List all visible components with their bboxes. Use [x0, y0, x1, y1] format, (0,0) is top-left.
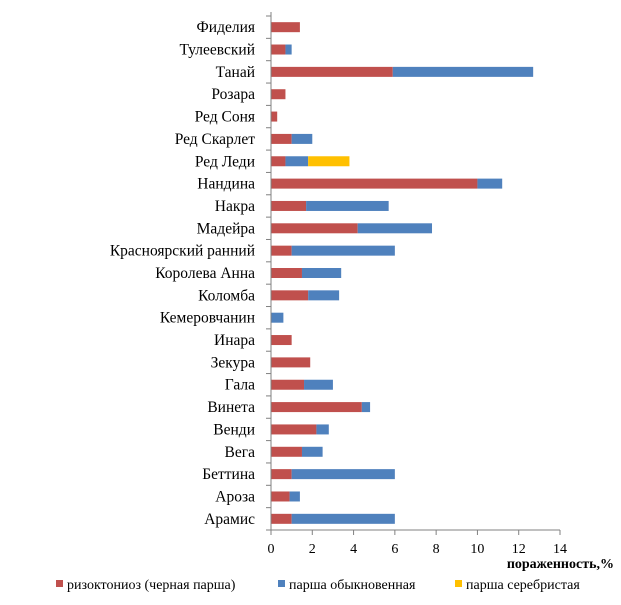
- category-label: Коломба: [198, 287, 255, 304]
- category-label: Ароза: [215, 488, 255, 505]
- category-label: Ред Скарлет: [175, 131, 256, 148]
- category-label: Кемеровчанин: [160, 310, 255, 327]
- axes-layer: [266, 12, 560, 531]
- bar-segment-series-1: [271, 357, 311, 368]
- bar-segment-series-2: [271, 312, 284, 323]
- bar-segment-series-2: [361, 402, 371, 413]
- x-axis-title: пораженность,%: [507, 557, 614, 572]
- category-label: Розара: [211, 86, 255, 103]
- category-label: Красноярский ранний: [110, 243, 255, 260]
- x-tick-label: 10: [470, 542, 484, 557]
- bar-segment-series-1: [271, 133, 292, 144]
- category-label: Венди: [213, 421, 255, 438]
- category-label: Зекура: [211, 354, 255, 371]
- bar-segment-series-2: [285, 44, 292, 55]
- bar-segment-series-2: [301, 268, 342, 278]
- bar-segment-series-1: [271, 178, 478, 189]
- x-tick-label: 8: [433, 542, 440, 557]
- bar-segment-series-1: [271, 66, 393, 77]
- bar-segment-series-2: [316, 424, 329, 435]
- legend-swatch-series-1: [56, 580, 63, 587]
- category-label: Тулеевский: [180, 42, 256, 59]
- bar-segment-series-1: [271, 335, 292, 346]
- category-label: Ред Леди: [195, 153, 255, 170]
- category-label: Беттина: [202, 466, 255, 483]
- x-tick-label: 4: [350, 542, 357, 557]
- legend-label-series-1: ризоктониоз (черная парша): [67, 578, 236, 593]
- bar-segment-series-1: [271, 22, 300, 33]
- bar-segment-series-2: [304, 379, 333, 390]
- legend: ризоктониоз (черная парша) парша обыкнове…: [56, 578, 580, 593]
- bar-segment-series-2: [306, 200, 389, 211]
- x-tick-label: 12: [512, 542, 526, 557]
- bar-segment-series-1: [271, 268, 302, 278]
- legend-label-series-3: парша серебристая: [466, 578, 580, 593]
- bars-layer: [271, 22, 534, 524]
- bar-segment-series-2: [291, 513, 395, 524]
- bar-segment-series-1: [271, 290, 309, 301]
- category-label: Винета: [207, 399, 255, 416]
- bar-segment-series-2: [301, 446, 323, 457]
- legend-label-series-2: парша обыкновенная: [289, 578, 416, 593]
- bar-segment-series-1: [271, 245, 292, 256]
- bar-segment-series-2: [392, 66, 534, 77]
- bar-segment-series-2: [289, 491, 300, 502]
- bar-segment-series-1: [271, 446, 302, 457]
- ticks-layer: 0 2 4 6 8 10 12 14: [268, 530, 567, 557]
- bar-segment-series-2: [285, 156, 309, 167]
- bar-segment-series-2: [357, 223, 433, 234]
- bar-segment-series-2: [291, 133, 313, 144]
- bar-segment-series-2: [291, 245, 395, 256]
- category-label: Танай: [216, 64, 255, 81]
- x-tick-label: 0: [268, 542, 275, 557]
- bar-segment-series-2: [291, 469, 395, 480]
- bar-segment-series-1: [271, 402, 362, 413]
- category-label: Фиделия: [197, 19, 255, 36]
- bar-segment-series-2: [308, 290, 340, 301]
- bar-segment-series-1: [271, 469, 292, 480]
- bar-segment-series-1: [271, 44, 286, 55]
- category-label: Нандина: [197, 176, 255, 193]
- bar-segment-series-1: [271, 424, 317, 435]
- category-label: Инара: [214, 332, 255, 349]
- category-label: Накра: [215, 198, 255, 215]
- legend-swatch-series-3: [455, 580, 462, 587]
- bar-segment-series-3: [308, 156, 350, 167]
- bar-segment-series-2: [477, 178, 503, 189]
- category-label: Вега: [225, 444, 256, 461]
- category-label: Гала: [225, 377, 255, 394]
- x-tick-label: 2: [309, 542, 316, 557]
- legend-swatch-series-2: [278, 580, 285, 587]
- bar-segment-series-1: [271, 156, 286, 167]
- bar-segment-series-1: [271, 513, 292, 524]
- category-label: Мадейра: [197, 220, 255, 237]
- x-tick-label: 14: [553, 542, 567, 557]
- bar-segment-series-1: [271, 379, 305, 390]
- bar-segment-series-1: [271, 200, 307, 211]
- category-label: Арамис: [204, 511, 255, 528]
- bar-segment-series-1: [271, 111, 278, 122]
- category-labels: Фиделия Тулеевский Танай Розара Ред Соня Ред …: [110, 19, 255, 528]
- bar-segment-series-1: [271, 89, 286, 100]
- bar-segment-series-1: [271, 491, 290, 502]
- bar-segment-series-1: [271, 223, 358, 234]
- category-label: Королева Анна: [155, 265, 255, 282]
- category-label: Ред Соня: [195, 109, 255, 126]
- x-tick-label: 6: [391, 542, 398, 557]
